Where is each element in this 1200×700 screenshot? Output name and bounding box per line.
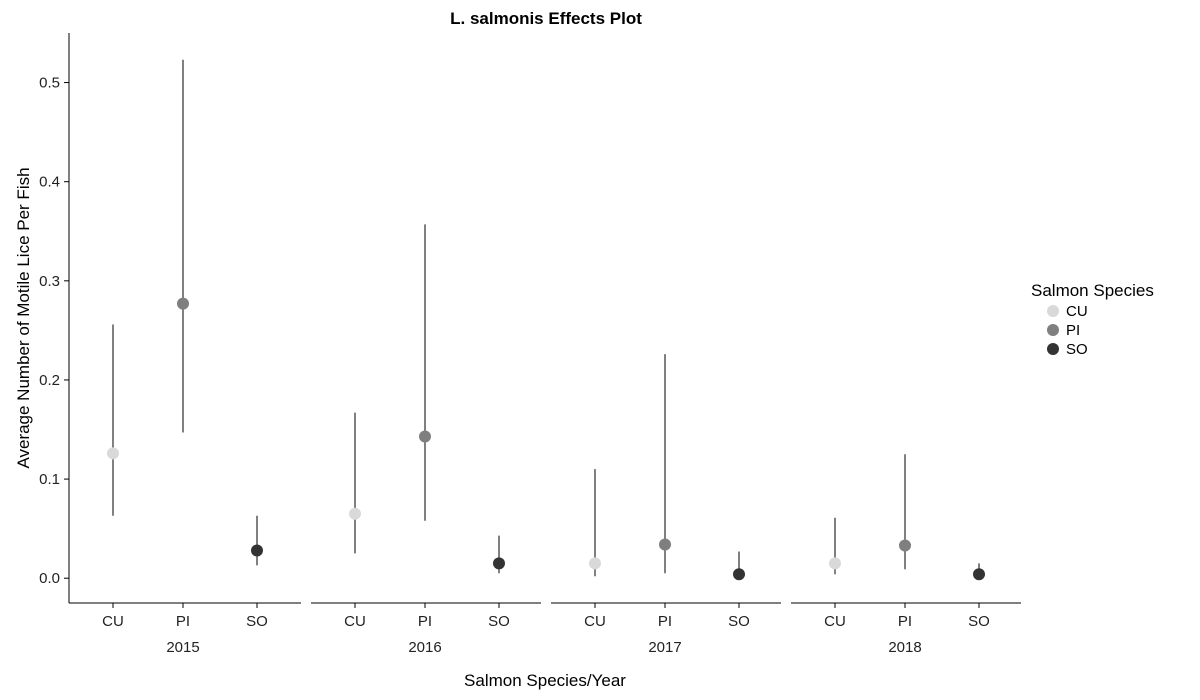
y-tick-label: 0.2 — [39, 372, 60, 389]
y-tick-label: 0.1 — [39, 471, 60, 488]
point-2016-SO — [493, 557, 505, 570]
legend-title: Salmon Species — [1031, 281, 1154, 300]
x-tick-label-PI: PI — [898, 613, 912, 630]
panel-year-label-2015: 2015 — [166, 639, 199, 656]
panel-year-label-2016: 2016 — [408, 639, 441, 656]
point-2015-PI — [177, 297, 189, 310]
y-axis-title: Average Number of Motile Lice Per Fish — [14, 167, 33, 468]
panel-year-label-2017: 2017 — [648, 639, 681, 656]
y-tick-label: 0.0 — [39, 570, 60, 587]
x-tick-label-CU: CU — [102, 613, 124, 630]
y-tick-label: 0.3 — [39, 273, 60, 290]
x-tick-label-SO: SO — [728, 613, 750, 630]
x-tick-label-PI: PI — [176, 613, 190, 630]
chart-title: L. salmonis Effects Plot — [450, 9, 642, 28]
x-tick-label-CU: CU — [584, 613, 606, 630]
legend-key-PI — [1047, 324, 1059, 336]
plot-layer: 0.0 0.1 0.2 0.3 0.4 0.5 CU PI SO 2015 CU PI SO 2016 CU… — [39, 33, 1021, 656]
point-2018-CU — [829, 557, 841, 570]
legend-key-CU — [1047, 305, 1059, 317]
point-2015-SO — [251, 544, 263, 557]
x-axis-title: Salmon Species/Year — [464, 671, 626, 690]
point-2018-SO — [973, 568, 985, 581]
x-tick-label-SO: SO — [968, 613, 990, 630]
y-tick-label: 0.4 — [39, 174, 60, 191]
legend-label-PI: PI — [1066, 322, 1080, 339]
point-2017-PI — [659, 538, 671, 551]
legend-label-SO: SO — [1066, 341, 1088, 358]
point-2015-CU — [107, 447, 119, 460]
point-2017-CU — [589, 557, 601, 570]
x-tick-label-SO: SO — [488, 613, 510, 630]
point-2016-PI — [419, 430, 431, 443]
x-tick-label-PI: PI — [658, 613, 672, 630]
legend-label-CU: CU — [1066, 303, 1088, 320]
x-tick-label-CU: CU — [824, 613, 846, 630]
legend: CU PI SO — [1047, 303, 1088, 358]
panel-year-label-2018: 2018 — [888, 639, 921, 656]
x-tick-label-PI: PI — [418, 613, 432, 630]
y-tick-label: 0.5 — [39, 75, 60, 92]
point-2017-SO — [733, 568, 745, 581]
point-2016-CU — [349, 507, 361, 520]
x-tick-label-SO: SO — [246, 613, 268, 630]
legend-key-SO — [1047, 343, 1059, 355]
point-2018-PI — [899, 539, 911, 552]
x-tick-label-CU: CU — [344, 613, 366, 630]
